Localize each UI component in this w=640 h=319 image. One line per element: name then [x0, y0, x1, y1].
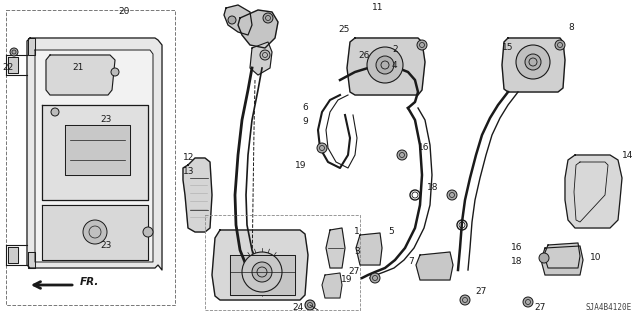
Text: SJA4B4120E: SJA4B4120E — [586, 303, 632, 312]
Polygon shape — [224, 5, 252, 35]
Circle shape — [317, 143, 327, 153]
Polygon shape — [565, 155, 622, 228]
Circle shape — [252, 262, 272, 282]
Polygon shape — [8, 57, 18, 73]
Circle shape — [525, 54, 541, 70]
Circle shape — [263, 13, 273, 23]
Text: 2: 2 — [392, 46, 397, 55]
Text: 8: 8 — [568, 24, 573, 33]
Polygon shape — [212, 230, 308, 300]
Text: 14: 14 — [622, 151, 634, 160]
Text: 23: 23 — [100, 115, 111, 124]
Circle shape — [397, 150, 407, 160]
Polygon shape — [183, 158, 212, 232]
Circle shape — [376, 56, 394, 74]
Circle shape — [143, 227, 153, 237]
Polygon shape — [250, 42, 272, 75]
Circle shape — [10, 48, 18, 56]
Polygon shape — [65, 125, 130, 175]
Text: 6: 6 — [302, 103, 308, 113]
Polygon shape — [35, 50, 153, 262]
Text: 23: 23 — [100, 241, 111, 249]
Polygon shape — [28, 252, 35, 268]
Text: 5: 5 — [388, 227, 394, 236]
Text: 27: 27 — [475, 287, 486, 296]
Text: 18: 18 — [427, 183, 438, 192]
Text: 4: 4 — [392, 61, 397, 70]
Circle shape — [228, 16, 236, 24]
Polygon shape — [502, 38, 565, 92]
Text: 22: 22 — [2, 63, 13, 72]
Text: 16: 16 — [511, 243, 522, 253]
Polygon shape — [42, 205, 148, 260]
Text: 20: 20 — [118, 8, 129, 17]
Circle shape — [242, 252, 282, 292]
Text: 11: 11 — [372, 4, 383, 12]
Polygon shape — [416, 252, 453, 280]
Circle shape — [83, 220, 107, 244]
Text: 19: 19 — [295, 160, 307, 169]
Text: FR.: FR. — [80, 277, 99, 287]
Text: 9: 9 — [302, 117, 308, 127]
Polygon shape — [347, 38, 425, 95]
Circle shape — [460, 295, 470, 305]
Text: 1: 1 — [355, 227, 360, 236]
Polygon shape — [326, 228, 345, 268]
Text: 15: 15 — [502, 43, 513, 53]
Text: 16: 16 — [418, 144, 429, 152]
Circle shape — [367, 47, 403, 83]
Circle shape — [516, 45, 550, 79]
Circle shape — [260, 50, 270, 60]
Text: 27: 27 — [534, 303, 545, 313]
Polygon shape — [27, 38, 162, 270]
Text: 13: 13 — [183, 167, 195, 176]
Polygon shape — [28, 38, 35, 55]
Text: 24: 24 — [292, 303, 303, 313]
Polygon shape — [230, 255, 295, 295]
Polygon shape — [544, 243, 580, 268]
Text: 18: 18 — [511, 257, 522, 266]
Polygon shape — [46, 55, 115, 95]
Text: 12: 12 — [183, 153, 195, 162]
Circle shape — [305, 300, 315, 310]
Text: 27: 27 — [348, 268, 360, 277]
Text: 21: 21 — [72, 63, 83, 72]
Circle shape — [111, 68, 119, 76]
Polygon shape — [356, 233, 382, 265]
Text: 7: 7 — [408, 257, 413, 266]
Polygon shape — [541, 246, 583, 275]
Text: 19: 19 — [340, 276, 352, 285]
Circle shape — [447, 190, 457, 200]
Polygon shape — [322, 273, 342, 298]
Text: 3: 3 — [355, 248, 360, 256]
Polygon shape — [8, 247, 18, 263]
Circle shape — [417, 40, 427, 50]
Polygon shape — [238, 10, 278, 48]
Circle shape — [539, 253, 549, 263]
Circle shape — [51, 108, 59, 116]
Circle shape — [523, 297, 533, 307]
Circle shape — [370, 273, 380, 283]
Circle shape — [555, 40, 565, 50]
Text: 26: 26 — [358, 50, 369, 60]
Text: 25: 25 — [338, 26, 349, 34]
Text: 10: 10 — [590, 254, 602, 263]
Polygon shape — [42, 105, 148, 200]
